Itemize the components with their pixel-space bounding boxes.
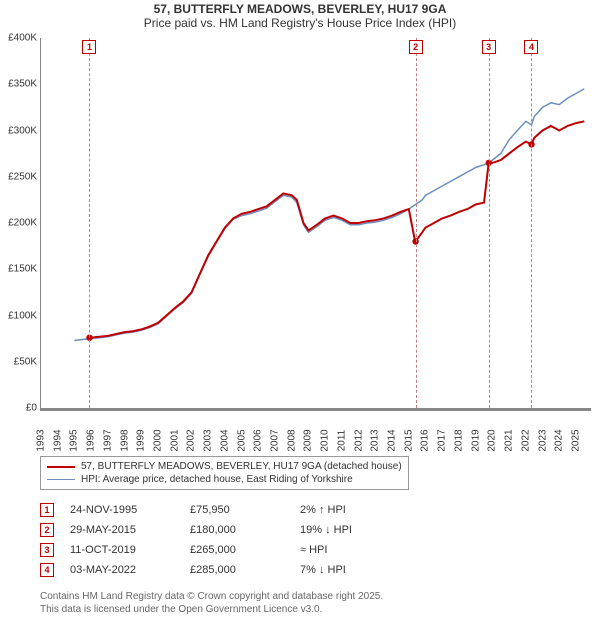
series-price_paid bbox=[90, 121, 585, 337]
x-tick-label: 2014 bbox=[387, 426, 398, 456]
x-tick-label: 2017 bbox=[437, 426, 448, 456]
tx-marker-1: 1 bbox=[82, 40, 96, 54]
tx-row-date: 24-NOV-1995 bbox=[70, 504, 190, 516]
x-tick-label: 1998 bbox=[119, 426, 130, 456]
chart-title: 57, BUTTERFLY MEADOWS, BEVERLEY, HU17 9G… bbox=[0, 2, 600, 30]
x-tick-label: 2010 bbox=[320, 426, 331, 456]
legend: 57, BUTTERFLY MEADOWS, BEVERLEY, HU17 9G… bbox=[40, 456, 409, 490]
tx-row: 3 11-OCT-2019£265,000≈ HPI bbox=[40, 540, 410, 560]
tx-marker-3: 3 bbox=[482, 40, 496, 54]
y-tick-label: £300K bbox=[1, 125, 37, 136]
tx-row-date: 11-OCT-2019 bbox=[70, 544, 190, 556]
footer-line1: Contains HM Land Registry data © Crown c… bbox=[40, 591, 383, 604]
x-tick-label: 2023 bbox=[537, 426, 548, 456]
legend-row-price: 57, BUTTERFLY MEADOWS, BEVERLEY, HU17 9G… bbox=[47, 460, 402, 473]
x-tick-label: 2005 bbox=[236, 426, 247, 456]
x-tick-label: 2001 bbox=[169, 426, 180, 456]
tx-row-price: £285,000 bbox=[190, 564, 300, 576]
y-tick-label: £50K bbox=[1, 356, 37, 367]
x-tick-label: 2022 bbox=[520, 426, 531, 456]
tx-row-price: £265,000 bbox=[190, 544, 300, 556]
tx-row-delta: ≈ HPI bbox=[300, 544, 410, 556]
y-tick-label: £100K bbox=[1, 310, 37, 321]
tx-row: 4 03-MAY-2022£285,0007% ↓ HPI bbox=[40, 560, 410, 580]
legend-label-hpi: HPI: Average price, detached house, East… bbox=[81, 474, 353, 485]
tx-vline-1 bbox=[89, 38, 90, 408]
x-tick-label: 1999 bbox=[136, 426, 147, 456]
tx-row-delta: 7% ↓ HPI bbox=[300, 564, 410, 576]
title-line2: Price paid vs. HM Land Registry's House … bbox=[0, 16, 600, 30]
x-tick-label: 2025 bbox=[570, 426, 581, 456]
y-tick-label: £350K bbox=[1, 79, 37, 90]
chart-area: £0£50K£100K£150K£200K£250K£300K£350K£400… bbox=[40, 38, 591, 411]
x-tick-label: 1994 bbox=[52, 426, 63, 456]
tx-vline-3 bbox=[489, 38, 490, 408]
tx-row: 2 29-MAY-2015£180,00019% ↓ HPI bbox=[40, 520, 410, 540]
x-tick-label: 2021 bbox=[504, 426, 515, 456]
legend-label-price: 57, BUTTERFLY MEADOWS, BEVERLEY, HU17 9G… bbox=[81, 461, 402, 472]
tx-row-marker: 4 bbox=[40, 563, 54, 577]
page: { "title": { "line1": "57, BUTTERFLY MEA… bbox=[0, 0, 600, 620]
transactions-table: 124-NOV-1995£75,9502% ↑ HPI229-MAY-2015£… bbox=[40, 500, 410, 580]
y-tick-label: £400K bbox=[1, 33, 37, 44]
x-tick-label: 2007 bbox=[270, 426, 281, 456]
x-tick-label: 2006 bbox=[253, 426, 264, 456]
x-tick-label: 2018 bbox=[453, 426, 464, 456]
legend-swatch-price bbox=[47, 466, 75, 468]
title-line1: 57, BUTTERFLY MEADOWS, BEVERLEY, HU17 9G… bbox=[0, 2, 600, 16]
x-tick-label: 2003 bbox=[203, 426, 214, 456]
footer: Contains HM Land Registry data © Crown c… bbox=[40, 591, 383, 616]
x-tick-label: 2015 bbox=[403, 426, 414, 456]
tx-marker-4: 4 bbox=[524, 40, 538, 54]
tx-row-date: 29-MAY-2015 bbox=[70, 524, 190, 536]
x-tick-label: 2009 bbox=[303, 426, 314, 456]
tx-row-marker: 1 bbox=[40, 503, 54, 517]
x-tick-label: 2013 bbox=[370, 426, 381, 456]
x-tick-label: 2016 bbox=[420, 426, 431, 456]
x-tick-label: 2008 bbox=[286, 426, 297, 456]
tx-marker-2: 2 bbox=[409, 40, 423, 54]
x-tick-label: 2012 bbox=[353, 426, 364, 456]
x-tick-label: 2011 bbox=[336, 426, 347, 456]
x-tick-label: 2024 bbox=[554, 426, 565, 456]
x-tick-label: 1997 bbox=[102, 426, 113, 456]
tx-row-price: £180,000 bbox=[190, 524, 300, 536]
x-tick-label: 2000 bbox=[153, 426, 164, 456]
x-tick-label: 2002 bbox=[186, 426, 197, 456]
x-tick-label: 2019 bbox=[470, 426, 481, 456]
y-tick-label: £250K bbox=[1, 171, 37, 182]
x-tick-label: 1996 bbox=[86, 426, 97, 456]
tx-row-price: £75,950 bbox=[190, 504, 300, 516]
x-tick-label: 2020 bbox=[487, 426, 498, 456]
x-tick-label: 1995 bbox=[69, 426, 80, 456]
y-tick-label: £0 bbox=[1, 403, 37, 414]
chart-svg bbox=[41, 38, 591, 408]
footer-line2: This data is licensed under the Open Gov… bbox=[40, 604, 383, 617]
legend-swatch-hpi bbox=[47, 479, 75, 480]
x-tick-label: 1993 bbox=[36, 426, 47, 456]
series-hpi bbox=[74, 89, 584, 341]
tx-row: 1 24-NOV-1995£75,9502% ↑ HPI bbox=[40, 500, 410, 520]
tx-row-marker: 3 bbox=[40, 543, 54, 557]
tx-row-delta: 19% ↓ HPI bbox=[300, 524, 410, 536]
y-tick-label: £200K bbox=[1, 218, 37, 229]
tx-row-delta: 2% ↑ HPI bbox=[300, 504, 410, 516]
tx-row-date: 03-MAY-2022 bbox=[70, 564, 190, 576]
y-tick-label: £150K bbox=[1, 264, 37, 275]
tx-vline-2 bbox=[416, 38, 417, 408]
legend-row-hpi: HPI: Average price, detached house, East… bbox=[47, 473, 402, 486]
tx-vline-4 bbox=[531, 38, 532, 408]
x-tick-label: 2004 bbox=[219, 426, 230, 456]
tx-row-marker: 2 bbox=[40, 523, 54, 537]
